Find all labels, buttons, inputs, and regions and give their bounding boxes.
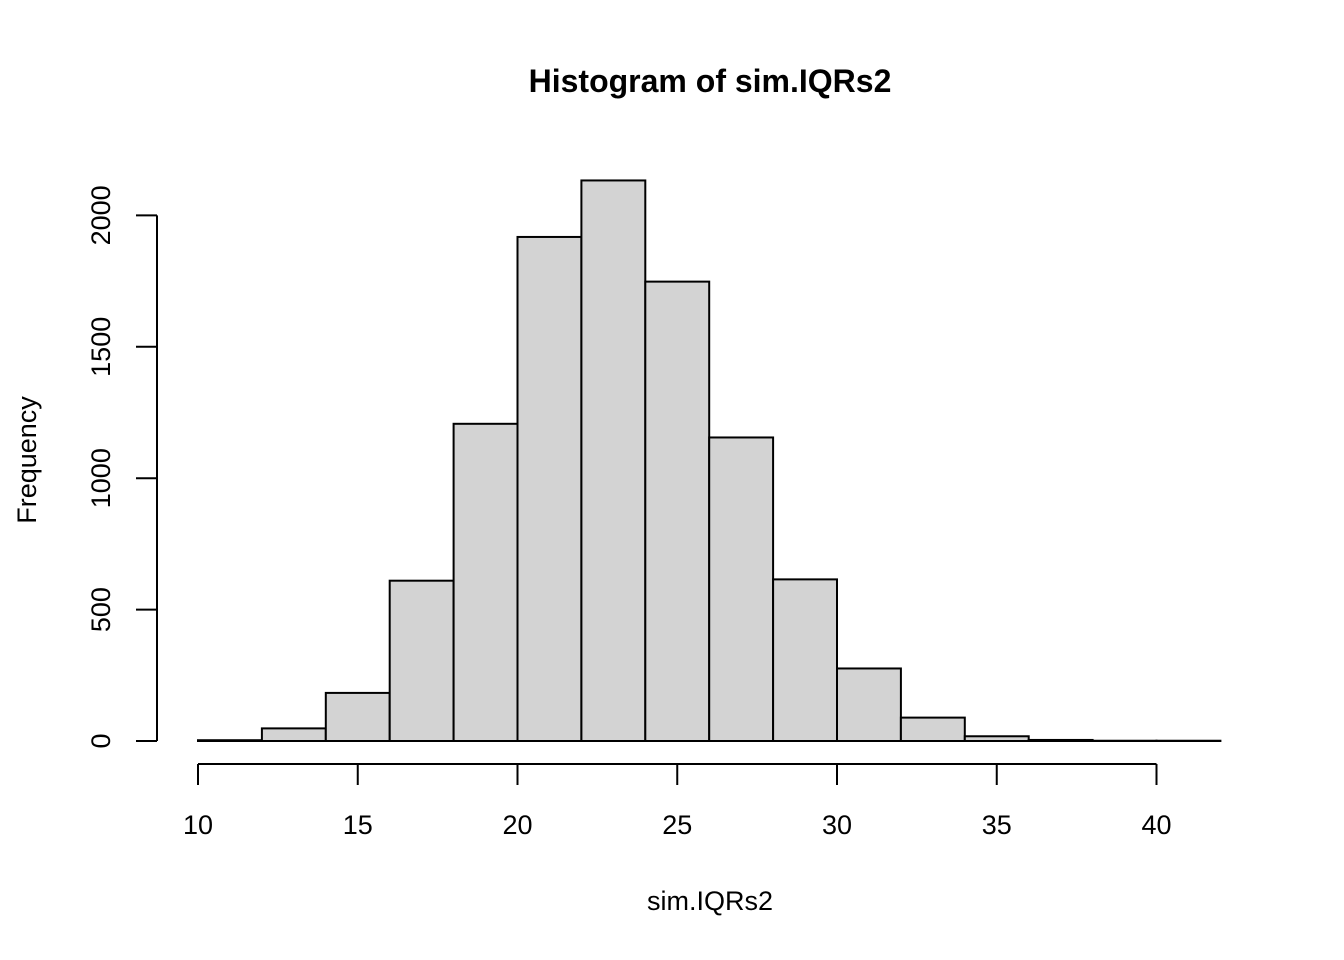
- histogram-bar: [899, 716, 966, 742]
- x-tick-label: 15: [343, 810, 373, 840]
- bars-group: [197, 179, 1222, 743]
- histogram-bar: [580, 179, 647, 743]
- histogram-bar: [836, 667, 902, 743]
- y-tick-label: 500: [86, 587, 116, 632]
- histogram-bar: [388, 579, 455, 743]
- x-tick-label: 10: [183, 810, 213, 840]
- y-tick-label: 0: [86, 733, 116, 748]
- x-tick-label: 20: [502, 810, 532, 840]
- y-axis: 0 500 1000 1500 2000: [86, 185, 158, 749]
- histogram-bar: [644, 280, 711, 742]
- histogram-bar: [516, 235, 583, 743]
- histogram-bar: [324, 691, 391, 742]
- x-axis: 10 15 20 25 30 35 40: [183, 763, 1172, 840]
- y-axis-label: Frequency: [12, 396, 42, 524]
- histogram-bar: [772, 578, 838, 742]
- y-tick-label: 1500: [86, 317, 116, 377]
- chart-title: Histogram of sim.IQRs2: [529, 63, 892, 99]
- x-tick-label: 25: [662, 810, 692, 840]
- histogram-bar: [452, 422, 519, 742]
- x-axis-label: sim.IQRs2: [647, 886, 773, 916]
- x-tick-label: 40: [1141, 810, 1171, 840]
- x-tick-label: 30: [822, 810, 852, 840]
- y-tick-label: 2000: [86, 185, 116, 245]
- y-tick-label: 1000: [86, 448, 116, 508]
- histogram-bar: [260, 727, 327, 743]
- histogram-bar: [708, 436, 775, 742]
- x-tick-label: 35: [982, 810, 1012, 840]
